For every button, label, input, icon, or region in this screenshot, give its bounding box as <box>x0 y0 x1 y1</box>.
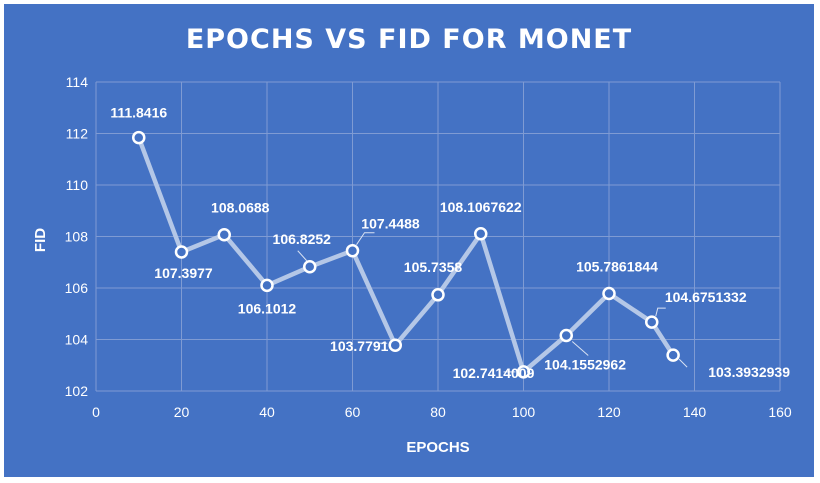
gridlines <box>95 81 781 392</box>
label-leader-line <box>571 341 589 356</box>
data-label: 104.1552962 <box>544 357 626 373</box>
y-tick-label: 112 <box>66 126 89 142</box>
data-label: 102.7414009 <box>453 365 535 381</box>
data-point-marker <box>431 288 445 302</box>
label-leader-line <box>678 358 688 368</box>
data-labels: 111.8416 107.3977 108.0688 106.1012 106.8252… <box>110 105 790 381</box>
data-point-marker <box>174 245 189 259</box>
label-leader-line <box>655 307 666 317</box>
data-point-marker <box>602 286 616 301</box>
data-label: 104.6751332 <box>665 289 747 305</box>
data-point-marker <box>666 348 680 362</box>
data-point-marker <box>516 365 531 379</box>
y-tick-label: 106 <box>65 280 89 296</box>
data-point-marker <box>388 338 402 352</box>
x-axis-title: EPOCHS <box>406 439 469 456</box>
x-tick-label: 40 <box>259 404 275 420</box>
label-leader-line <box>297 250 308 262</box>
data-label: 103.3932939 <box>708 364 790 380</box>
data-label: 111.8416 <box>110 105 167 121</box>
data-point-marker <box>132 130 146 145</box>
x-tick-label: 100 <box>512 404 536 420</box>
line-chart: EPOCHS VS FID FOR MONET 1021041061081101… <box>32 24 792 456</box>
x-tick-label: 140 <box>683 404 707 420</box>
data-label: 107.3977 <box>154 265 213 281</box>
series-line <box>136 135 676 375</box>
y-tick-label: 110 <box>66 177 89 193</box>
y-tick-label: 104 <box>65 332 89 348</box>
y-tick-label: 114 <box>66 74 89 90</box>
data-label: 105.7861844 <box>576 259 658 275</box>
data-point-marker <box>474 227 488 241</box>
chart-title: EPOCHS VS FID FOR MONET <box>186 24 632 55</box>
axis-ticks: 102 104 106 108 110 112 114 0 20 40 60 80 100 120 140 1… <box>65 74 792 420</box>
x-tick-label: 120 <box>597 404 621 420</box>
data-label: 106.8252 <box>273 231 332 247</box>
data-point-marker <box>260 278 274 293</box>
y-tick-label: 102 <box>65 383 89 399</box>
data-label: 103.7791 <box>330 338 389 354</box>
series-fid <box>132 130 680 379</box>
data-label: 105.7358 <box>404 259 463 275</box>
data-label: 108.1067622 <box>440 199 522 215</box>
data-point-marker <box>345 243 360 258</box>
data-point-marker <box>645 315 659 329</box>
x-tick-label: 0 <box>92 404 100 420</box>
data-point-marker <box>217 227 231 242</box>
x-tick-label: 60 <box>345 404 361 420</box>
y-axis-title: FID <box>32 228 49 252</box>
data-point-marker <box>559 328 573 343</box>
chart-area: EPOCHS VS FID FOR MONET 102 104 106 108 110 1… <box>4 4 814 477</box>
data-label: 106.1012 <box>238 300 297 316</box>
x-tick-label: 80 <box>430 404 446 420</box>
x-tick-label: 160 <box>768 404 792 420</box>
label-leader-line <box>356 232 375 245</box>
data-label: 107.4488 <box>361 216 420 232</box>
data-label: 108.0688 <box>211 200 270 216</box>
y-tick-label: 108 <box>65 229 89 245</box>
data-point-marker <box>303 260 317 274</box>
x-tick-label: 20 <box>174 404 190 420</box>
